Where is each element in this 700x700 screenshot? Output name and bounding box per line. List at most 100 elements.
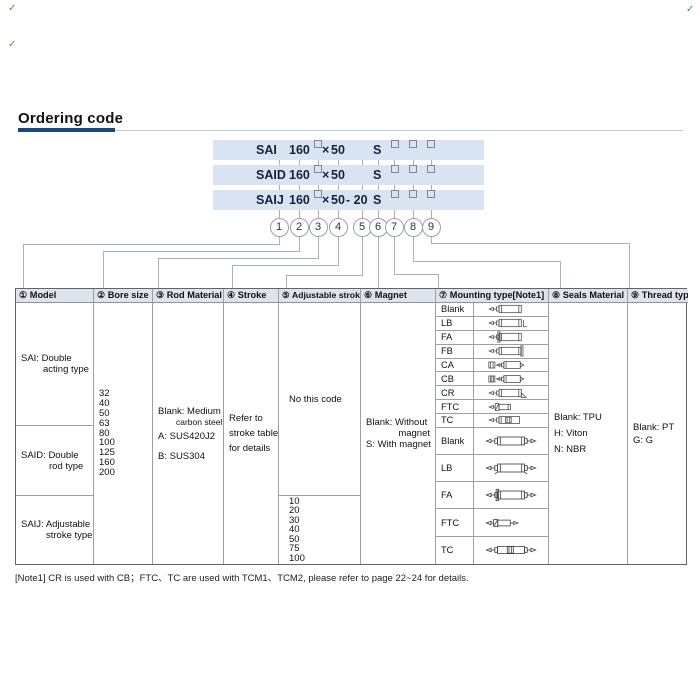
adjustable-stroke-value: 75 bbox=[289, 543, 300, 555]
col-header-mounting-type: ⑦ Mounting type[Note1] bbox=[436, 289, 549, 303]
bore-size-value: 125 bbox=[99, 447, 115, 459]
mounting-group-double-rod: Blank LB FA FTC TC bbox=[436, 427, 548, 564]
col-header-seals-material: ⑧ Seals Material bbox=[549, 289, 628, 303]
connector-line bbox=[629, 243, 630, 288]
connector-line bbox=[362, 210, 363, 218]
col-header-thread-type: ⑨ Thread type bbox=[628, 289, 688, 303]
model-text: rod type bbox=[49, 460, 84, 472]
connector-line bbox=[438, 274, 439, 288]
mounting-row: CR bbox=[436, 386, 548, 401]
connector-line bbox=[279, 210, 280, 218]
connector-line bbox=[232, 265, 339, 266]
code-stroke: 50 bbox=[331, 143, 345, 157]
corner-artifact-icon: ✓ bbox=[8, 39, 17, 50]
bore-size-value: 40 bbox=[99, 398, 110, 410]
rod-material-option: B: SUS304 bbox=[158, 450, 205, 462]
bore-size-value: 160 bbox=[99, 456, 115, 468]
connector-line bbox=[299, 160, 300, 165]
connector-line bbox=[338, 185, 339, 190]
connector-line bbox=[299, 237, 300, 252]
col-header-adjustable-stroke: ⑤ Adjustable stroke bbox=[279, 289, 361, 303]
connector-line bbox=[318, 210, 319, 218]
index-circle-1: 1 bbox=[269, 217, 289, 237]
adjustable-stroke-value: 40 bbox=[289, 524, 300, 536]
cylinder-pivot-cr-icon bbox=[488, 386, 534, 400]
connector-line bbox=[279, 160, 280, 165]
code-placeholder-box bbox=[391, 190, 399, 198]
seals-material-column: Blank: TPU H: Viton N: NBR bbox=[549, 303, 628, 564]
mounting-label: CA bbox=[436, 358, 474, 372]
connector-line bbox=[413, 237, 414, 262]
connector-line bbox=[286, 275, 287, 288]
connector-line bbox=[103, 251, 104, 288]
mounting-label: Blank bbox=[436, 427, 474, 455]
seals-option: Blank: TPU bbox=[554, 411, 602, 423]
col-header-magnet: ⑥ Magnet bbox=[361, 289, 436, 303]
mounting-row: FA bbox=[436, 482, 548, 510]
connector-line bbox=[431, 237, 432, 244]
cylinder-front-flange-icon bbox=[488, 330, 534, 344]
corner-artifact-icon: ✓ bbox=[8, 3, 17, 14]
col-header-model: ① Model bbox=[16, 289, 94, 303]
code-placeholder-box bbox=[314, 165, 322, 173]
connector-line bbox=[431, 185, 432, 190]
code-placeholder-box bbox=[409, 140, 417, 148]
connector-line bbox=[394, 160, 395, 165]
bore-size-value: 50 bbox=[99, 408, 110, 419]
footnote: [Note1] CR is used with CB；FTC、TC are us… bbox=[15, 573, 469, 584]
stroke-text: for details bbox=[229, 443, 271, 454]
thread-option: Blank: PT bbox=[633, 421, 675, 433]
connector-line bbox=[394, 237, 395, 275]
mounting-label: LB bbox=[436, 316, 474, 330]
connector-line bbox=[362, 185, 363, 190]
connector-line bbox=[431, 243, 630, 244]
model-column: SAI: Double acting type SAID: Double rod… bbox=[16, 303, 94, 564]
connector-line bbox=[378, 237, 379, 288]
bore-size-value: 200 bbox=[99, 466, 115, 478]
adjustable-stroke-value: 10 bbox=[289, 496, 300, 508]
mounting-row: Blank bbox=[436, 303, 548, 317]
code-separator: × bbox=[322, 143, 330, 157]
code-placeholder-box bbox=[427, 140, 435, 148]
ordering-code-table: ① Model ② Bore size ③ Rod Material ④ Str… bbox=[15, 288, 688, 565]
mounting-label: FA bbox=[436, 482, 474, 509]
mounting-row: CB bbox=[436, 372, 548, 387]
connector-line bbox=[103, 251, 300, 252]
adjustable-stroke-value: 20 bbox=[289, 505, 300, 517]
magnet-option: S: With magnet bbox=[366, 439, 431, 450]
connector-line bbox=[338, 237, 339, 266]
mounting-group-single-rod: Blank LB FA FB CA bbox=[436, 303, 548, 428]
code-magnet: S bbox=[373, 143, 382, 157]
code-placeholder-box bbox=[409, 165, 417, 173]
model-text: SAID: Double bbox=[21, 449, 79, 461]
connector-line bbox=[378, 160, 379, 165]
model-text: SAI: Double bbox=[21, 353, 72, 364]
code-model: SAID bbox=[256, 168, 286, 182]
code-stroke: 50 bbox=[331, 168, 345, 182]
adjustable-stroke-value: 30 bbox=[289, 514, 300, 526]
cylinder-clevis-cb-icon bbox=[488, 375, 525, 383]
mounting-row: Blank bbox=[436, 427, 548, 456]
code-placeholder-box bbox=[314, 190, 322, 198]
cylinder-basic-icon bbox=[488, 302, 534, 316]
connector-line bbox=[431, 160, 432, 165]
connector-line bbox=[23, 244, 280, 245]
code-magnet: S bbox=[373, 193, 382, 207]
model-cell-saij: SAIJ: Adjustable stroke type bbox=[16, 496, 93, 564]
rod-material-option: Blank: Medium bbox=[158, 405, 221, 417]
model-cell-sai: SAI: Double acting type bbox=[16, 303, 93, 426]
double-rod-trunnion-icon bbox=[485, 543, 537, 557]
adjustable-stroke-value: 50 bbox=[289, 533, 300, 545]
connector-line bbox=[378, 210, 379, 218]
stroke-text: stroke table bbox=[229, 428, 279, 439]
stroke-text: Refer to bbox=[229, 413, 263, 424]
model-cell-said: SAID: Double rod type bbox=[16, 426, 93, 496]
connector-line bbox=[394, 274, 439, 275]
double-rod-compact-icon bbox=[485, 518, 519, 527]
code-placeholder-box bbox=[427, 190, 435, 198]
code-placeholder-box bbox=[391, 165, 399, 173]
connector-line bbox=[318, 160, 319, 165]
connector-line bbox=[299, 210, 300, 218]
mounting-label: LB bbox=[436, 455, 474, 482]
